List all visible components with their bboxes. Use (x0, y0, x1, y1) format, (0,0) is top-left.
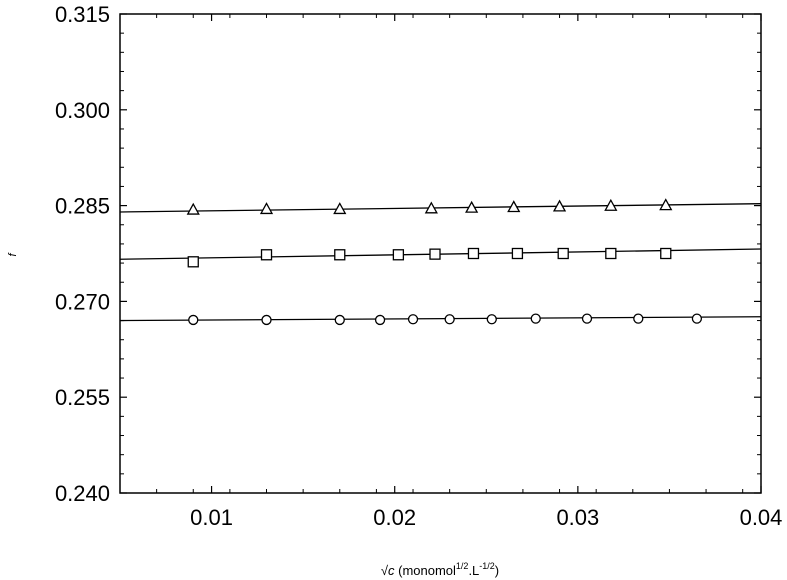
circle-point (188, 314, 199, 326)
x-tick-label: 0.03 (556, 505, 599, 530)
x-axis-label-text: (monomol (395, 563, 457, 578)
y-tick-label: 0.300 (55, 98, 110, 123)
circle-point (633, 313, 644, 324)
square-point (392, 249, 405, 261)
circle-point (374, 314, 386, 326)
x-axis-label-sup2: -1/2 (479, 561, 495, 571)
circle-point (581, 313, 593, 324)
triangle-point (186, 202, 200, 215)
x-tick-label: 0.01 (190, 505, 233, 530)
circle-point (407, 314, 419, 325)
circle-point (444, 314, 455, 325)
circle-point (261, 314, 272, 326)
square-point (260, 249, 273, 261)
triangle-point (259, 202, 274, 215)
triangle-point (424, 201, 438, 214)
triangle-point (552, 199, 567, 212)
x-axis-label-mid: .L (468, 563, 479, 578)
x-tick-label: 0.04 (740, 505, 783, 530)
x-tick-label: 0.02 (373, 505, 416, 530)
square-point (660, 247, 672, 260)
triangle-point (507, 200, 521, 213)
circle-point (691, 313, 703, 324)
y-tick-labels: 0.240 0.255 0.270 0.285 0.300 0.315 (55, 2, 110, 506)
x-axis-label-var: c (388, 563, 395, 578)
square-point (605, 247, 617, 260)
circle-point (530, 313, 541, 324)
square-point (467, 247, 480, 260)
x-axis-label: √c (monomol1/2.L-1/2) (381, 561, 499, 578)
x-axis-label-sup1: 1/2 (456, 561, 469, 571)
x-axis-label-prefix: √ (381, 563, 389, 578)
y-tick-label: 0.240 (55, 481, 110, 506)
plot-frame (119, 13, 762, 494)
fit-line-triangle (119, 203, 762, 213)
markers (186, 198, 703, 326)
fit-line-circle (119, 316, 762, 322)
triangle-point (333, 202, 347, 215)
triangle-point (659, 198, 673, 211)
x-axis-label-end: ) (495, 563, 499, 578)
x-tick-labels: 0.01 0.02 0.03 0.04 (190, 505, 782, 530)
y-tick-label: 0.285 (55, 194, 110, 219)
triangle-point (465, 200, 479, 213)
square-point (429, 248, 441, 260)
square-point (557, 247, 569, 260)
circle-point (334, 314, 345, 326)
square-point (511, 247, 524, 260)
circle-point (486, 314, 497, 325)
y-tick-label: 0.255 (55, 385, 110, 410)
triangle-point (604, 198, 618, 211)
square-point (334, 249, 346, 261)
square-point (187, 256, 199, 268)
y-tick-label: 0.270 (55, 289, 110, 314)
y-tick-label: 0.315 (55, 2, 110, 27)
fit-lines (119, 203, 762, 322)
y-axis-label: f (7, 253, 19, 257)
